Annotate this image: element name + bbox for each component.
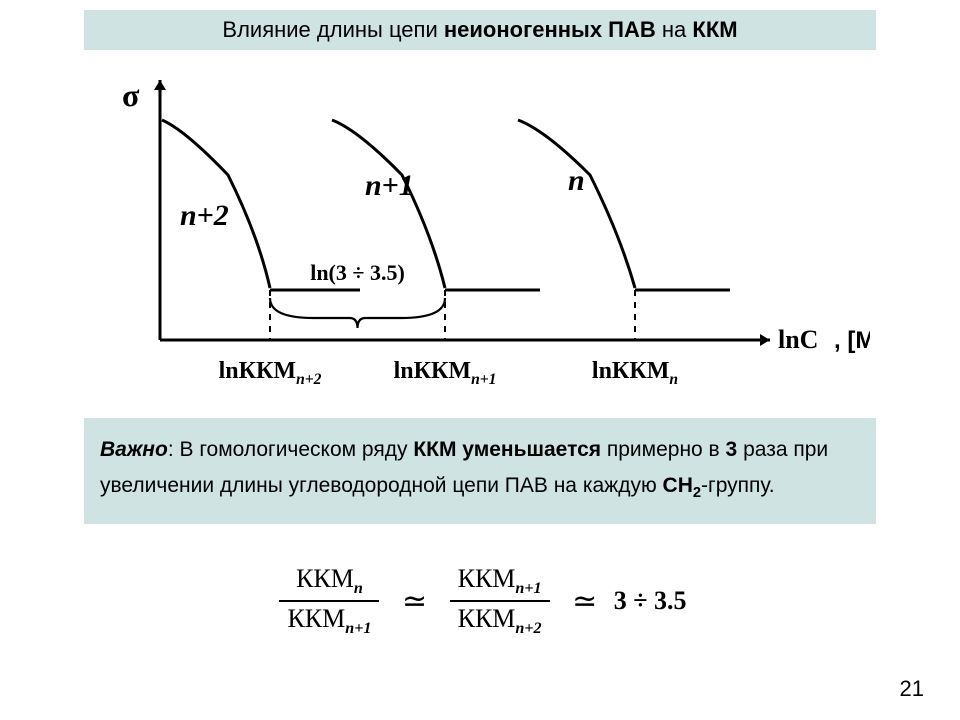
- svg-text:lnККМn: lnККМn: [592, 358, 678, 388]
- chart: σ lnC , [M] n+2 lnККМn+2 n+1 lnККМn+1 n lnККМn ln…: [90, 60, 870, 400]
- frac-2: ККМn+1 ККМn+2: [450, 564, 550, 638]
- note-t4: -группу.: [701, 474, 775, 497]
- note-t1: : В гомологическом ряду: [168, 438, 414, 461]
- svg-text:n+1: n+1: [365, 169, 414, 202]
- svg-text:n+2: n+2: [180, 199, 229, 232]
- title-bold1: неионогенных ПАВ: [444, 17, 656, 42]
- title-pre: Влияние длины цепи: [222, 17, 443, 42]
- note-ch2: CH2: [663, 474, 702, 497]
- approx-2: ≃: [572, 584, 597, 619]
- svg-text:lnC: lnC: [778, 325, 818, 354]
- frac-1: ККМn ККМn+1: [279, 564, 379, 638]
- title-bar: Влияние длины цепи неионогенных ПАВ на К…: [84, 10, 876, 50]
- title-mid: на: [656, 17, 693, 42]
- page-number: 21: [900, 676, 924, 702]
- note-important: Важно: [100, 438, 168, 461]
- note-box: Важно: В гомологическом ряду ККМ уменьша…: [84, 418, 876, 524]
- svg-text:σ: σ: [122, 77, 140, 113]
- note-t2: примерно в: [601, 438, 726, 461]
- svg-text:, [M]: , [M]: [834, 327, 870, 354]
- approx-1: ≃: [402, 584, 427, 619]
- svg-text:ln(3 ÷ 3.5): ln(3 ÷ 3.5): [310, 260, 405, 285]
- chart-svg: σ lnC , [M] n+2 lnККМn+2 n+1 lnККМn+1 n lnККМn ln…: [90, 60, 870, 400]
- note-kkm: ККМ уменьшается: [413, 438, 601, 461]
- eq-value: 3 ÷ 3.5: [614, 586, 687, 616]
- equation: ККМn ККМn+1 ≃ ККМn+1 ККМn+2 ≃ 3 ÷ 3.5: [0, 564, 960, 638]
- svg-text:lnККМn+1: lnККМn+1: [394, 358, 497, 388]
- svg-text:lnККМn+2: lnККМn+2: [219, 358, 322, 388]
- title-bold2: ККМ: [692, 17, 737, 42]
- note-three: 3: [726, 438, 738, 461]
- svg-text:n: n: [568, 164, 585, 197]
